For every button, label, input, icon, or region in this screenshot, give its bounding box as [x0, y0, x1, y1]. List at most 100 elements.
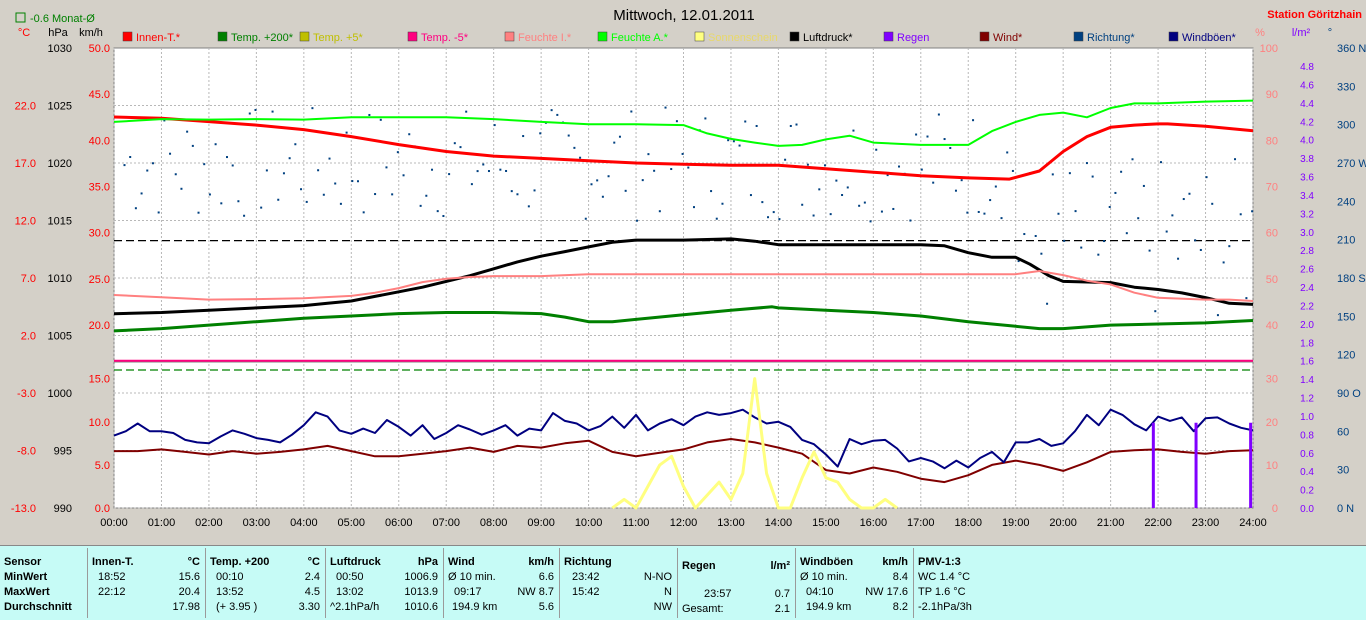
- legend-swatch: [504, 31, 515, 42]
- pressure-tick-label: 1005: [48, 331, 72, 343]
- direction-point: [1068, 172, 1071, 175]
- stats-sensor-column: Sensor MinWert MaxWert Durchschnitt: [0, 550, 86, 618]
- direction-point: [1040, 252, 1043, 255]
- direction-point: [761, 201, 764, 204]
- direction-point: [556, 113, 559, 116]
- direction-point: [943, 138, 946, 141]
- stats-temp200-max-time: 13:52: [216, 586, 244, 598]
- direction-tick-label: 120: [1337, 350, 1355, 362]
- stats-druck-min-time: 00:50: [336, 571, 364, 583]
- direction-point: [909, 219, 912, 222]
- series-windb-en: [113, 408, 1254, 470]
- direction-unit-label: °: [1328, 27, 1332, 39]
- direction-point: [334, 182, 337, 185]
- legend-swatch: [217, 31, 228, 42]
- stats-boeen-min-val: 8.4: [892, 571, 908, 583]
- legend-swatch: [407, 31, 418, 42]
- pressure-tick-label: 1030: [48, 43, 72, 55]
- direction-point: [584, 217, 587, 220]
- x-tick-label: 09:00: [527, 517, 555, 529]
- direction-point: [186, 130, 189, 133]
- direction-point: [1199, 248, 1202, 251]
- series-innen-t: [113, 115, 1254, 181]
- trend-label: -0.6 Monat-Ø: [30, 13, 95, 25]
- speed-tick-label: 45.0: [89, 89, 110, 101]
- direction-point: [1017, 260, 1020, 263]
- x-tick-label: 21:00: [1097, 517, 1125, 529]
- legend-swatch: [883, 31, 894, 42]
- rain-tick-label: 4.6: [1300, 80, 1314, 91]
- stats-druck-header: Luftdruck: [330, 556, 381, 568]
- direction-point: [174, 173, 177, 176]
- direction-point: [1188, 192, 1191, 195]
- rain-tick-label: 4.0: [1300, 136, 1314, 147]
- weather-chart: 00:00 01:00 02:00 03:00 04:00 05:00 06:00 07:00…: [10, 7, 1366, 529]
- direction-point: [977, 210, 980, 213]
- direction-point: [1006, 151, 1009, 154]
- legend-item: Temp. +5*: [299, 31, 364, 44]
- x-tick-label: 08:00: [480, 517, 508, 529]
- series-luftdruck: [113, 237, 1254, 316]
- direction-point: [391, 193, 394, 196]
- legend-item: Temp. +200*: [217, 31, 294, 44]
- stats-boeen-avg-note: 194.9 km: [806, 601, 852, 613]
- direction-point: [1108, 205, 1111, 208]
- direction-point: [846, 186, 849, 189]
- rain-tick-label: 0.0: [1300, 504, 1314, 515]
- legend-label: Temp. +5*: [313, 32, 364, 44]
- legend-swatch: [789, 31, 800, 42]
- rain-tick-label: 3.6: [1300, 173, 1314, 184]
- direction-point: [829, 213, 832, 216]
- direction-point: [1125, 232, 1128, 235]
- stats-sensor-header: Sensor: [4, 556, 42, 568]
- speed-tick-label: 20.0: [89, 320, 110, 332]
- direction-point: [214, 143, 217, 146]
- direction-point: [402, 174, 405, 177]
- rain-tick-label: 1.4: [1300, 375, 1314, 386]
- legend-label: Innen-T.*: [136, 32, 181, 44]
- legend-swatch: [1168, 31, 1179, 42]
- stats-innen-min-time: 18:52: [98, 571, 126, 583]
- direction-point: [294, 143, 297, 146]
- direction-point: [1051, 173, 1054, 176]
- rain-tick-label: 3.4: [1300, 191, 1314, 202]
- legend-label: Temp. +200*: [231, 32, 294, 44]
- temp-tick-label: -8.0: [17, 446, 36, 458]
- direction-point: [1103, 240, 1106, 243]
- direction-point: [653, 169, 656, 172]
- humidity-tick-label: 70: [1266, 182, 1278, 194]
- direction-point: [1142, 184, 1145, 187]
- x-tick-label: 03:00: [243, 517, 271, 529]
- direction-point: [151, 162, 154, 165]
- series-feuchte-i: [113, 270, 1254, 302]
- direction-point: [721, 202, 724, 205]
- direction-point: [510, 190, 513, 193]
- stats-boeen-header: Windböen: [800, 556, 854, 568]
- temp-tick-label: 12.0: [15, 216, 36, 228]
- x-tick-label: 22:00: [1144, 517, 1172, 529]
- stats-regen-total-label: Gesamt:: [682, 603, 724, 615]
- stats-innen-max-val: 20.4: [178, 586, 200, 598]
- direction-point: [601, 195, 604, 198]
- direction-point: [932, 181, 935, 184]
- stats-regen-column: Regen l/m² 23:57 0.7 Gesamt: 2.1: [678, 550, 794, 618]
- x-tick-label: 06:00: [385, 517, 413, 529]
- direction-point: [539, 132, 542, 135]
- humidity-tick-label: 50: [1266, 274, 1278, 286]
- x-tick-label: 11:00: [623, 517, 650, 529]
- direction-tick-label: 270 W: [1337, 158, 1366, 170]
- stats-pmv-tp: TP 1.6 °C: [918, 586, 966, 598]
- stats-richtung-avg: NW: [653, 601, 672, 613]
- stats-richtung-max-time: 15:42: [572, 586, 600, 598]
- direction-point: [1211, 202, 1214, 205]
- direction-point: [1085, 162, 1088, 165]
- stats-druck-column: Luftdruck hPa 00:50 1006.9 13:02 1013.9 ^2.…: [326, 550, 442, 618]
- stats-pmv-wc: WC 1.4 °C: [918, 571, 971, 583]
- direction-point: [926, 135, 929, 138]
- direction-point: [197, 211, 200, 214]
- stats-innen-avg: 17.98: [172, 601, 200, 613]
- stats-pmv-column: PMV-1:3 WC 1.4 °C TP 1.6 °C -2.1hPa/3h: [914, 550, 1034, 618]
- stats-temp200-unit: °C: [307, 556, 320, 568]
- speed-unit-label: km/h: [79, 27, 103, 39]
- series-sonnenschein: [611, 377, 898, 510]
